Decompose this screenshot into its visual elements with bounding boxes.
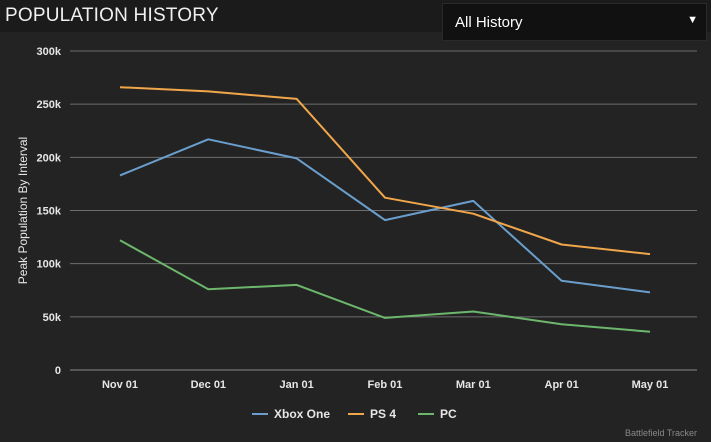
chevron-down-icon: ▼ bbox=[687, 14, 698, 26]
page-title: POPULATION HISTORY bbox=[5, 5, 219, 26]
series-line-xbox-one bbox=[119, 138, 651, 294]
x-tick-label: Dec 01 bbox=[191, 379, 226, 391]
chart-credit: Battlefield Tracker bbox=[624, 428, 697, 438]
y-tick-label: 200k bbox=[37, 152, 62, 164]
legend-item-label: PS 4 bbox=[370, 407, 396, 421]
dropdown-selected-value: All History bbox=[455, 14, 523, 31]
legend-item-label: Xbox One bbox=[274, 407, 330, 421]
chart-panel: 0 50k 100k 150k 200k 250k 300k Nov 01 Dec 01 Jan … bbox=[0, 32, 711, 442]
x-tick-label: Apr 01 bbox=[545, 379, 579, 391]
legend-item-label: PC bbox=[440, 407, 457, 421]
x-tick-label: Nov 01 bbox=[102, 379, 138, 391]
y-tick-label: 100k bbox=[37, 259, 62, 271]
y-tick-label: 300k bbox=[37, 46, 62, 58]
x-tick-label: Mar 01 bbox=[456, 379, 491, 391]
population-chart: 0 50k 100k 150k 200k 250k 300k Nov 01 Dec 01 Jan … bbox=[16, 46, 697, 421]
y-tick-label: 50k bbox=[43, 312, 62, 324]
y-tick-label: 150k bbox=[37, 206, 62, 218]
y-tick-label: 0 bbox=[55, 365, 61, 377]
y-tick-label: 250k bbox=[37, 99, 62, 111]
history-range-dropdown[interactable]: All History ▼ bbox=[442, 3, 707, 41]
x-tick-label: Feb 01 bbox=[368, 379, 403, 391]
y-axis-label: Peak Population By Interval bbox=[16, 137, 30, 284]
series-line-ps-4 bbox=[119, 86, 651, 256]
x-tick-label: Jan 01 bbox=[280, 379, 314, 391]
x-tick-label: May 01 bbox=[632, 379, 669, 391]
